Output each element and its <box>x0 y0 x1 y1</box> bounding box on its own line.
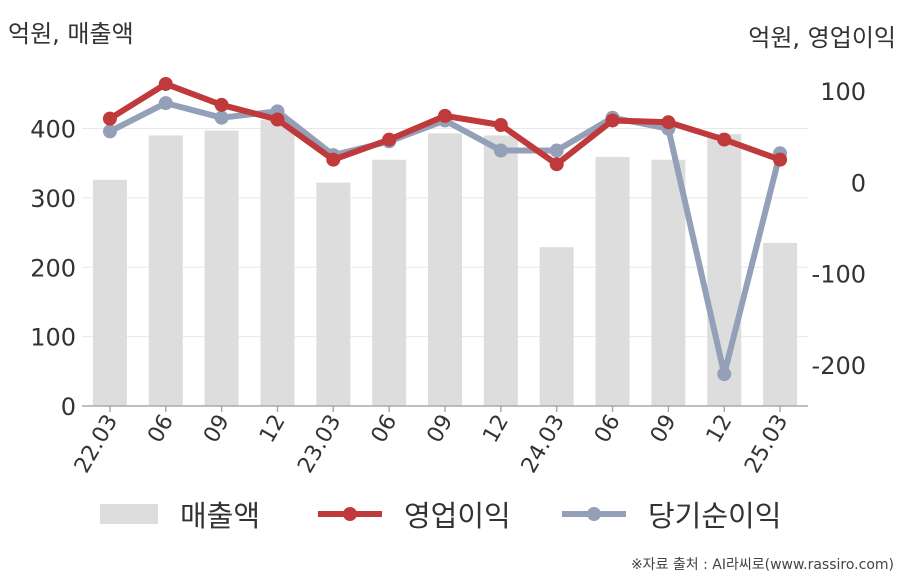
legend-item-net-income: 당기순이익 <box>562 494 781 534</box>
legend-bar-swatch <box>100 504 158 524</box>
source-credit: ※자료 출처 : AI라씨로(www.rassiro.com) <box>630 557 894 573</box>
right-axis-unit-label: 억원, 영업이익 <box>748 24 896 52</box>
left-axis-tick-label: 200 <box>30 254 76 282</box>
right-axis-tick-label: -100 <box>812 261 866 289</box>
x-axis-tick-label: 24.03 <box>517 411 570 478</box>
profit-lines <box>102 76 788 382</box>
operating-profit-point <box>214 97 229 112</box>
left-axis-tick-label: 300 <box>30 185 76 213</box>
operating-profit-point <box>549 157 564 172</box>
operating-profit-point <box>661 115 676 130</box>
legend-label-net-income: 당기순이익 <box>648 499 782 533</box>
sales-bar <box>595 156 630 406</box>
x-axis-tick-label: 06 <box>143 411 179 448</box>
x-axis-tick-label: 25.03 <box>740 411 793 478</box>
x-axis-tick-label: 12 <box>702 411 738 448</box>
right-axis-tick-label: -200 <box>812 352 866 380</box>
sales-bar <box>651 159 686 406</box>
legend-label-operating-profit: 영업이익 <box>404 499 511 533</box>
net-income-point <box>493 143 508 158</box>
sales-bar <box>483 135 518 406</box>
sales-bar <box>260 120 295 407</box>
right-axis-tick-label: 100 <box>820 78 866 106</box>
operating-profit-point <box>158 76 173 91</box>
sales-bar <box>92 179 127 406</box>
sales-bar <box>316 182 351 406</box>
net-income-point <box>102 124 117 139</box>
x-axis-tick-label: 06 <box>590 411 626 448</box>
operating-profit-point <box>605 113 620 128</box>
sales-bar <box>428 133 462 406</box>
axes <box>82 405 808 412</box>
operating-profit-point <box>270 112 285 127</box>
sales-bar <box>204 130 239 407</box>
sales-bar <box>539 247 574 406</box>
left-axis-tick-label: 100 <box>30 324 76 352</box>
x-axis-tick-label: 09 <box>646 411 682 448</box>
net-income-point <box>717 367 732 382</box>
legend-item-operating-profit: 영업이익 <box>318 494 511 534</box>
x-axis-tick-label: 09 <box>199 411 235 448</box>
operating-profit-point <box>438 108 452 123</box>
x-axis-tick-label: 06 <box>367 411 403 448</box>
net-income-point <box>158 96 173 111</box>
x-axis-tick-label: 23.03 <box>293 411 346 478</box>
sales-bar <box>148 135 183 406</box>
legend-label-sales: 매출액 <box>180 499 261 533</box>
left-axis-unit-label: 억원, 매출액 <box>8 20 134 48</box>
x-axis-tick-label: 12 <box>478 411 514 448</box>
legend-line-swatch-net-income <box>562 507 626 521</box>
net-income-point <box>214 110 229 125</box>
left-axis-tick-label: 0 <box>61 393 76 421</box>
operating-profit-point <box>326 152 341 167</box>
legend-item-sales: 매출액 <box>100 494 260 534</box>
net-income-point <box>549 143 564 158</box>
sales-bar <box>372 159 407 406</box>
sales-bar <box>763 242 798 406</box>
legend-line-swatch-operating-profit <box>318 507 382 521</box>
right-axis-tick-label: 0 <box>851 169 866 197</box>
left-axis-tick-label: 400 <box>30 116 76 144</box>
operating-profit-point <box>102 111 117 126</box>
sales-bars <box>92 120 798 407</box>
operating-profit-point <box>493 118 508 133</box>
x-axis-tick-label: 09 <box>423 411 459 448</box>
x-axis-tick-label: 12 <box>255 411 291 448</box>
operating-profit-point <box>717 132 732 147</box>
operating-profit-point <box>773 152 788 167</box>
x-axis-tick-label: 22.03 <box>70 411 123 478</box>
operating-profit-point <box>382 132 397 147</box>
